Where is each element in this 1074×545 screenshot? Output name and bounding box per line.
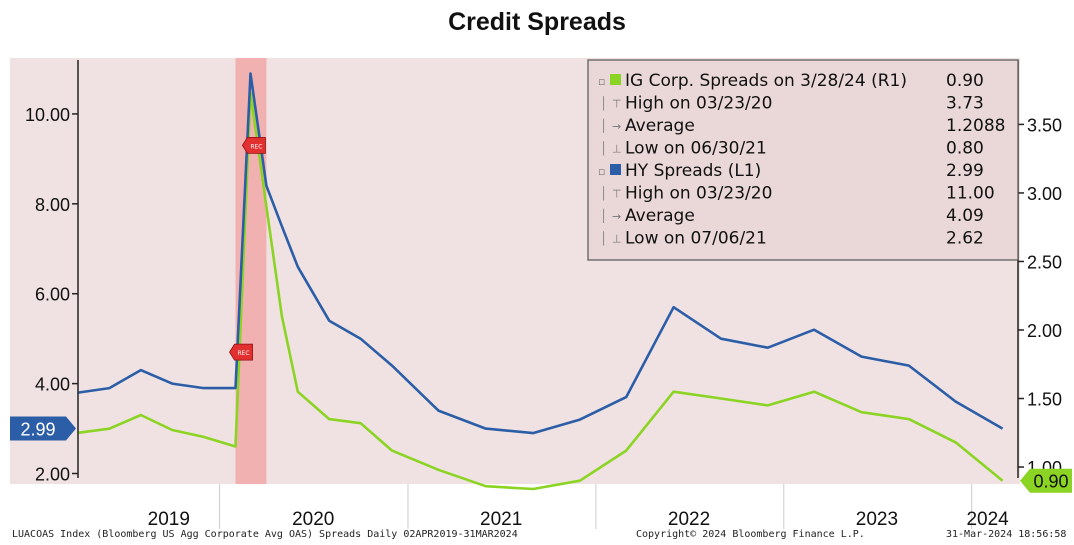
legend-marker: ⊥ <box>612 233 622 246</box>
right-tick-label: 3.00 <box>1027 184 1062 204</box>
legend-tree-line: │ <box>600 141 607 156</box>
legend-swatch <box>610 74 621 85</box>
legend-tree-line: │ <box>600 208 607 223</box>
legend-label: Average <box>625 206 695 226</box>
legend-row: │ ⊥ Low on 06/30/21 0.80 <box>600 139 984 159</box>
legend-swatch <box>610 164 621 175</box>
x-tick-label: 2024 <box>966 509 1009 530</box>
legend-tree-line: │ <box>600 231 607 246</box>
left-tick-label: 10.00 <box>25 105 70 125</box>
legend-tree-line: │ <box>600 118 607 133</box>
legend-marker: ⊤ <box>612 188 622 201</box>
legend-value: 0.80 <box>946 139 984 159</box>
footer-center: Copyright© 2024 Bloomberg Finance L.P. <box>636 529 865 540</box>
series-line <box>77 72 1004 435</box>
x-tick-label: 2021 <box>480 509 522 530</box>
legend-marker: ⊤ <box>612 98 622 111</box>
left-tick-label: 4.00 <box>35 375 70 395</box>
left-last-value-label: 2.99 <box>20 420 55 440</box>
left-tick-label: 6.00 <box>35 285 70 305</box>
legend-value: 4.09 <box>946 206 984 226</box>
legend-box <box>587 59 1019 261</box>
series-line <box>77 91 1004 491</box>
footer-left: LUACOAS Index (Bloomberg US Agg Corporat… <box>12 529 518 540</box>
legend-label: High on 03/23/20 <box>625 94 772 114</box>
x-tick-label: 2020 <box>292 509 334 530</box>
x-tick-label: 2019 <box>148 509 190 530</box>
legend-label: Low on 07/06/21 <box>625 229 767 249</box>
rec-marker-label: REC <box>250 143 262 150</box>
rec-marker: REC <box>229 343 253 361</box>
legend-value: 1.2088 <box>946 116 1005 136</box>
legend-value: 0.90 <box>946 71 984 91</box>
legend-row: │ ⊤ High on 03/23/20 3.73 <box>600 94 984 114</box>
left-last-value-tag <box>10 416 76 441</box>
legend-label: HY Spreads (L1) <box>625 161 761 181</box>
legend-marker: → <box>612 120 621 133</box>
legend-marker: ⊥ <box>612 143 622 156</box>
x-tick-label: 2022 <box>668 509 710 530</box>
legend-row: ▫ HY Spreads (L1) 2.99 <box>598 161 984 181</box>
x-tick-label: 2023 <box>856 509 898 530</box>
left-tick-label: 2.00 <box>35 465 70 485</box>
legend-label: High on 03/23/20 <box>625 184 772 204</box>
legend-value: 3.73 <box>946 94 984 114</box>
left-tick-label: 8.00 <box>35 195 70 215</box>
rec-marker-label: REC <box>237 350 249 357</box>
legend-row: │ ⊥ Low on 07/06/21 2.62 <box>600 229 984 249</box>
right-tick-label: 2.50 <box>1027 252 1062 272</box>
x-axis-band <box>10 484 1070 529</box>
legend-value: 2.99 <box>946 161 984 181</box>
legend-value: 11.00 <box>946 184 995 204</box>
legend-row: │ → Average 1.2088 <box>600 116 1005 136</box>
chart-title: Credit Spreads <box>448 8 626 36</box>
rec-marker: REC <box>241 136 266 154</box>
legend-tree-line: │ <box>600 186 607 201</box>
right-last-value-tag <box>1020 468 1072 493</box>
legend-value: 2.62 <box>946 229 984 249</box>
legend-tree-line: │ <box>600 96 607 111</box>
legend-row: │ → Average 4.09 <box>600 206 984 226</box>
footer-right: 31-Mar-2024 18:56:58 <box>946 529 1067 540</box>
right-tick-label: 3.50 <box>1027 115 1062 135</box>
right-last-value-label: 0.90 <box>1033 472 1068 492</box>
legend-row: ▫ IG Corp. Spreads on 3/28/24 (R1) 0.90 <box>598 71 984 91</box>
legend-label: IG Corp. Spreads on 3/28/24 (R1) <box>625 71 907 91</box>
legend-label: Low on 06/30/21 <box>625 139 767 159</box>
legend-connector: ▫ <box>598 75 605 88</box>
legend-label: Average <box>625 116 695 136</box>
legend-connector: ▫ <box>598 165 605 178</box>
right-tick-label: 1.50 <box>1027 390 1062 410</box>
right-tick-label: 2.00 <box>1027 321 1062 341</box>
legend-row: │ ⊤ High on 03/23/20 11.00 <box>600 184 995 204</box>
legend-marker: → <box>612 210 621 223</box>
